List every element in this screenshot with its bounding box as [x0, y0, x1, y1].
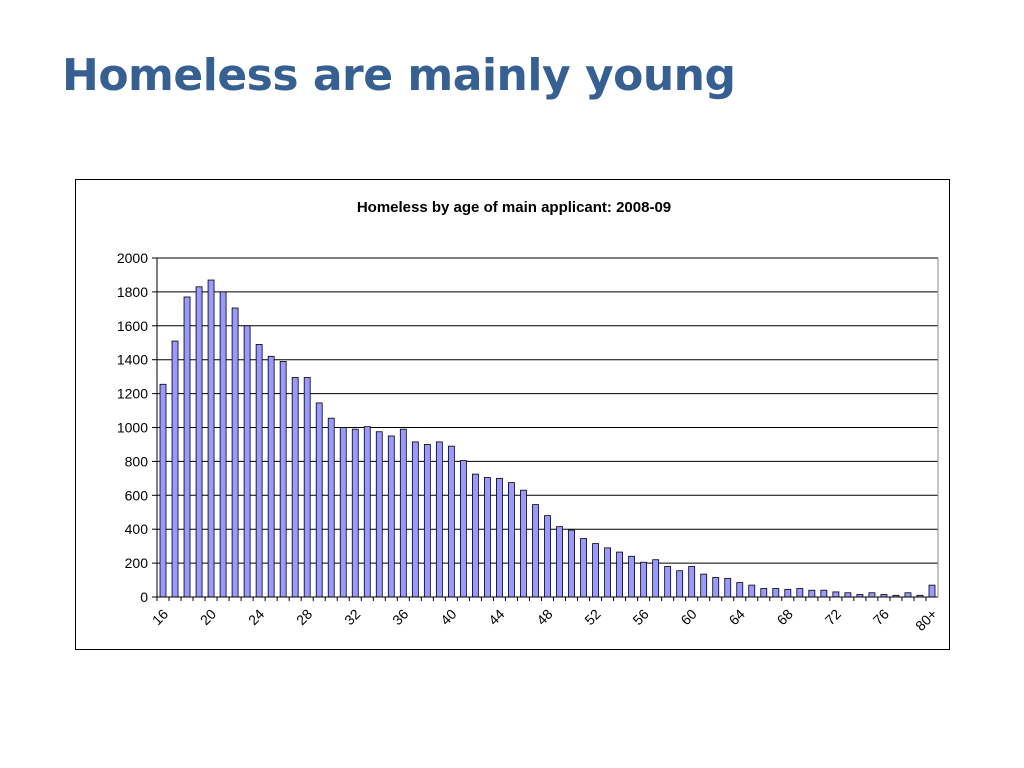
bar-age-48	[544, 515, 551, 598]
bar-age-56	[640, 561, 648, 598]
bar-age-59	[676, 570, 684, 598]
x-tick-label: 68	[774, 606, 796, 628]
bar-age-39	[435, 441, 443, 598]
bar-age-72	[832, 591, 840, 598]
bar-age-18	[183, 296, 191, 598]
bar-age-73	[844, 592, 852, 598]
axes	[156, 258, 939, 598]
x-tick-label: 52	[581, 606, 603, 628]
x-tick-label: 20	[197, 606, 219, 628]
x-tick-label: 40	[437, 606, 459, 628]
bar-age-70	[808, 589, 816, 598]
bar-age-66	[760, 588, 768, 598]
x-tick-label: 24	[245, 606, 267, 628]
bar-age-16	[159, 383, 167, 598]
bar-age-25	[267, 355, 275, 598]
bar-age-36	[399, 428, 407, 598]
x-tick-label: 36	[389, 606, 411, 628]
bar-age-55	[628, 555, 636, 598]
bar-age-51	[580, 538, 587, 598]
y-tick-label: 1000	[117, 420, 148, 436]
y-tick-label: 0	[140, 589, 148, 605]
y-tick-label: 400	[125, 521, 149, 537]
y-tick-label: 200	[125, 555, 149, 571]
bar-age-67	[772, 588, 780, 598]
bar-age-30	[327, 417, 335, 598]
x-tick-label: 44	[485, 606, 507, 628]
x-tick-label: 28	[293, 606, 315, 628]
bar-age-65	[748, 584, 756, 598]
bar-age-42	[472, 473, 479, 598]
bar-age-22	[231, 307, 239, 598]
bar-age-47	[532, 504, 539, 598]
x-tick-label: 56	[629, 606, 651, 628]
y-tick-label: 1800	[117, 284, 148, 300]
bar-age-29	[315, 402, 323, 598]
bar-age-68	[784, 588, 792, 598]
x-tick-label: 76	[870, 606, 892, 628]
bar-age-43	[484, 477, 491, 598]
bar-age-69	[796, 588, 804, 598]
slide-title: Homeless are mainly young	[62, 50, 736, 101]
bar-age-63	[724, 577, 732, 598]
y-tick-label: 1200	[117, 386, 148, 402]
bar-age-78	[904, 592, 912, 598]
bar-age-17	[171, 340, 179, 598]
chart-frame: Homeless by age of main applicant: 2008-…	[75, 179, 950, 650]
y-tick-label: 2000	[117, 250, 148, 266]
bar-age-23	[243, 325, 251, 598]
bar-age-58	[664, 566, 672, 598]
bar-age-19	[195, 286, 203, 598]
bar-age-40	[447, 445, 455, 598]
y-axis-ticks: 0 200 400 600 800 1000 1200 1400 1600 1800 2000	[117, 250, 157, 605]
bar-age-75	[868, 592, 876, 598]
bar-age-41	[459, 460, 467, 598]
bar-age-31	[339, 427, 347, 598]
bar-age-34	[375, 431, 383, 598]
bars	[159, 279, 936, 598]
bar-age-28	[303, 377, 311, 598]
bar-age-24	[255, 344, 263, 598]
bar-age-46	[520, 489, 527, 598]
bar-age-62	[712, 577, 720, 598]
bar-age-71	[820, 589, 828, 598]
bar-age-38	[423, 444, 431, 598]
bar-age-35	[387, 435, 395, 598]
chart-title: Homeless by age of main applicant: 2008-…	[357, 199, 671, 216]
bar-chart: Homeless by age of main applicant: 2008-…	[117, 199, 940, 634]
bar-age-61	[700, 573, 708, 598]
x-tick-label: 32	[341, 606, 363, 628]
bar-age-54	[616, 551, 623, 598]
bar-age-20	[207, 279, 215, 598]
bar-age-52	[592, 543, 599, 598]
bar-age-64	[736, 582, 744, 598]
bar-age-44	[496, 477, 503, 598]
x-tick-label: 80+	[912, 606, 940, 634]
x-tick-label: 60	[677, 606, 699, 628]
bar-age-57	[652, 559, 660, 598]
bar-age-27	[291, 377, 299, 598]
bar-age-37	[411, 441, 419, 598]
x-tick-label: 72	[822, 606, 844, 628]
bar-age-50	[568, 529, 575, 598]
bar-age-26	[279, 360, 287, 598]
gridlines	[157, 257, 938, 564]
x-tick-label: 16	[149, 606, 171, 628]
bar-age-49	[556, 526, 563, 598]
bar-age-53	[604, 547, 611, 598]
x-axis-ticks: 16 20 24 28 32 36 40 44 48 52 56 60 64 68 72 76 80+	[149, 597, 940, 634]
bar-age-33	[363, 426, 371, 598]
bar-age-21	[219, 291, 227, 598]
x-tick-label: 48	[533, 606, 555, 628]
bar-age-32	[351, 428, 359, 598]
y-tick-label: 1400	[117, 352, 148, 368]
y-tick-label: 800	[125, 453, 149, 469]
bar-age-60	[688, 566, 696, 598]
y-tick-label: 600	[125, 487, 149, 503]
bar-age-45	[508, 482, 515, 598]
y-tick-label: 1600	[117, 318, 148, 334]
bar-age-80plus	[928, 584, 936, 598]
x-tick-label: 64	[726, 606, 748, 628]
